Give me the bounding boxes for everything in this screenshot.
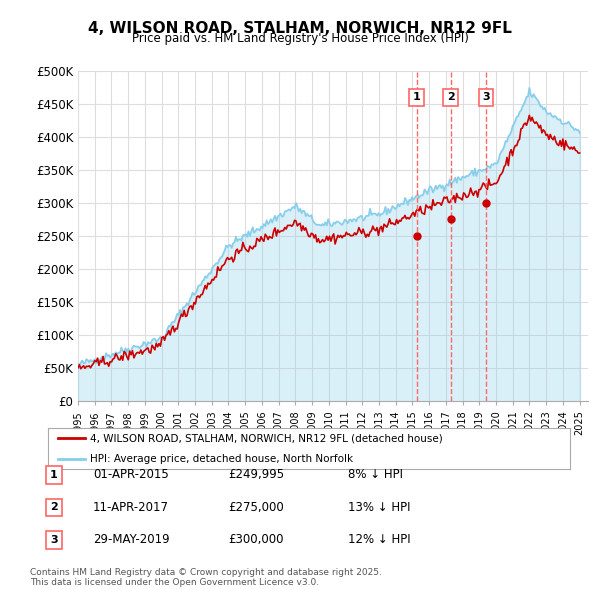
Text: 3: 3 bbox=[50, 535, 58, 545]
Text: 1: 1 bbox=[413, 92, 421, 102]
Text: Contains HM Land Registry data © Crown copyright and database right 2025.
This d: Contains HM Land Registry data © Crown c… bbox=[30, 568, 382, 587]
Text: 4, WILSON ROAD, STALHAM, NORWICH, NR12 9FL: 4, WILSON ROAD, STALHAM, NORWICH, NR12 9… bbox=[88, 21, 512, 35]
Text: 2: 2 bbox=[446, 92, 454, 102]
Text: 8% ↓ HPI: 8% ↓ HPI bbox=[348, 468, 403, 481]
Text: 1: 1 bbox=[50, 470, 58, 480]
Text: Price paid vs. HM Land Registry's House Price Index (HPI): Price paid vs. HM Land Registry's House … bbox=[131, 32, 469, 45]
Text: HPI: Average price, detached house, North Norfolk: HPI: Average price, detached house, Nort… bbox=[90, 454, 353, 464]
Text: 13% ↓ HPI: 13% ↓ HPI bbox=[348, 501, 410, 514]
Text: 01-APR-2015: 01-APR-2015 bbox=[93, 468, 169, 481]
Text: 29-MAY-2019: 29-MAY-2019 bbox=[93, 533, 170, 546]
Text: 2: 2 bbox=[50, 503, 58, 512]
Text: 4, WILSON ROAD, STALHAM, NORWICH, NR12 9FL (detached house): 4, WILSON ROAD, STALHAM, NORWICH, NR12 9… bbox=[90, 433, 443, 443]
Text: 11-APR-2017: 11-APR-2017 bbox=[93, 501, 169, 514]
Text: £300,000: £300,000 bbox=[228, 533, 284, 546]
Text: £275,000: £275,000 bbox=[228, 501, 284, 514]
Text: £249,995: £249,995 bbox=[228, 468, 284, 481]
Text: 3: 3 bbox=[482, 92, 490, 102]
Text: 12% ↓ HPI: 12% ↓ HPI bbox=[348, 533, 410, 546]
